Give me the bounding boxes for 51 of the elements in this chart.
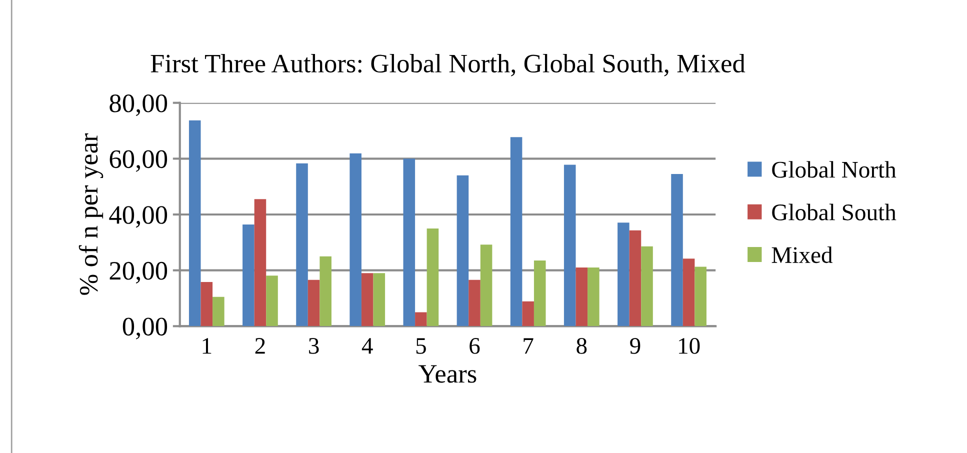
bar [403,158,416,326]
bar [510,137,522,326]
bar [361,273,374,326]
bar [188,120,201,326]
bar [522,301,534,326]
legend-label: Global South [772,204,896,220]
legend-label: Mixed [772,246,833,264]
bar [266,276,278,326]
x-tick-label: 10 [679,338,700,354]
bar [671,174,683,326]
x-tick-label: 3 [309,338,319,354]
x-tick-label: 6 [470,338,480,354]
x-axis-title: Years [418,365,476,383]
bar [426,228,439,326]
bar [588,268,600,326]
bar [629,230,642,326]
y-tick-label: 60,00 [110,150,168,172]
bar [641,246,653,326]
bar [682,258,695,326]
x-tick-label: 5 [416,338,426,354]
bar [468,280,480,326]
bar [200,282,213,326]
x-tick-label: 9 [630,338,640,354]
y-tick-label: 80,00 [110,94,168,116]
y-tick-label: 20,00 [110,262,168,284]
bar [456,175,469,326]
bar [564,164,576,326]
bar [415,312,427,326]
bar [350,153,362,326]
bar [534,260,546,326]
bar [308,280,320,326]
x-tick-label: 4 [362,338,373,354]
bar [320,256,332,326]
bar [694,266,706,326]
bar [254,199,266,326]
y-tick-label: 40,00 [109,206,168,228]
y-axis-title: % of n per year [78,133,104,295]
chart-title: First Three Authors: Global North, Global South, Mixed [150,54,746,76]
x-tick-label: 8 [576,338,587,354]
legend-label: Global North [772,161,896,178]
x-tick-label: 2 [255,338,265,354]
bar [242,224,254,326]
x-tick-label: 1 [202,338,212,354]
y-tick-label: 0,00 [122,318,168,340]
bar [618,222,630,326]
bar [576,268,588,326]
bar [296,163,308,326]
bar [212,296,224,326]
bar [373,273,386,326]
x-tick-label: 7 [524,338,534,354]
bar [480,244,492,326]
